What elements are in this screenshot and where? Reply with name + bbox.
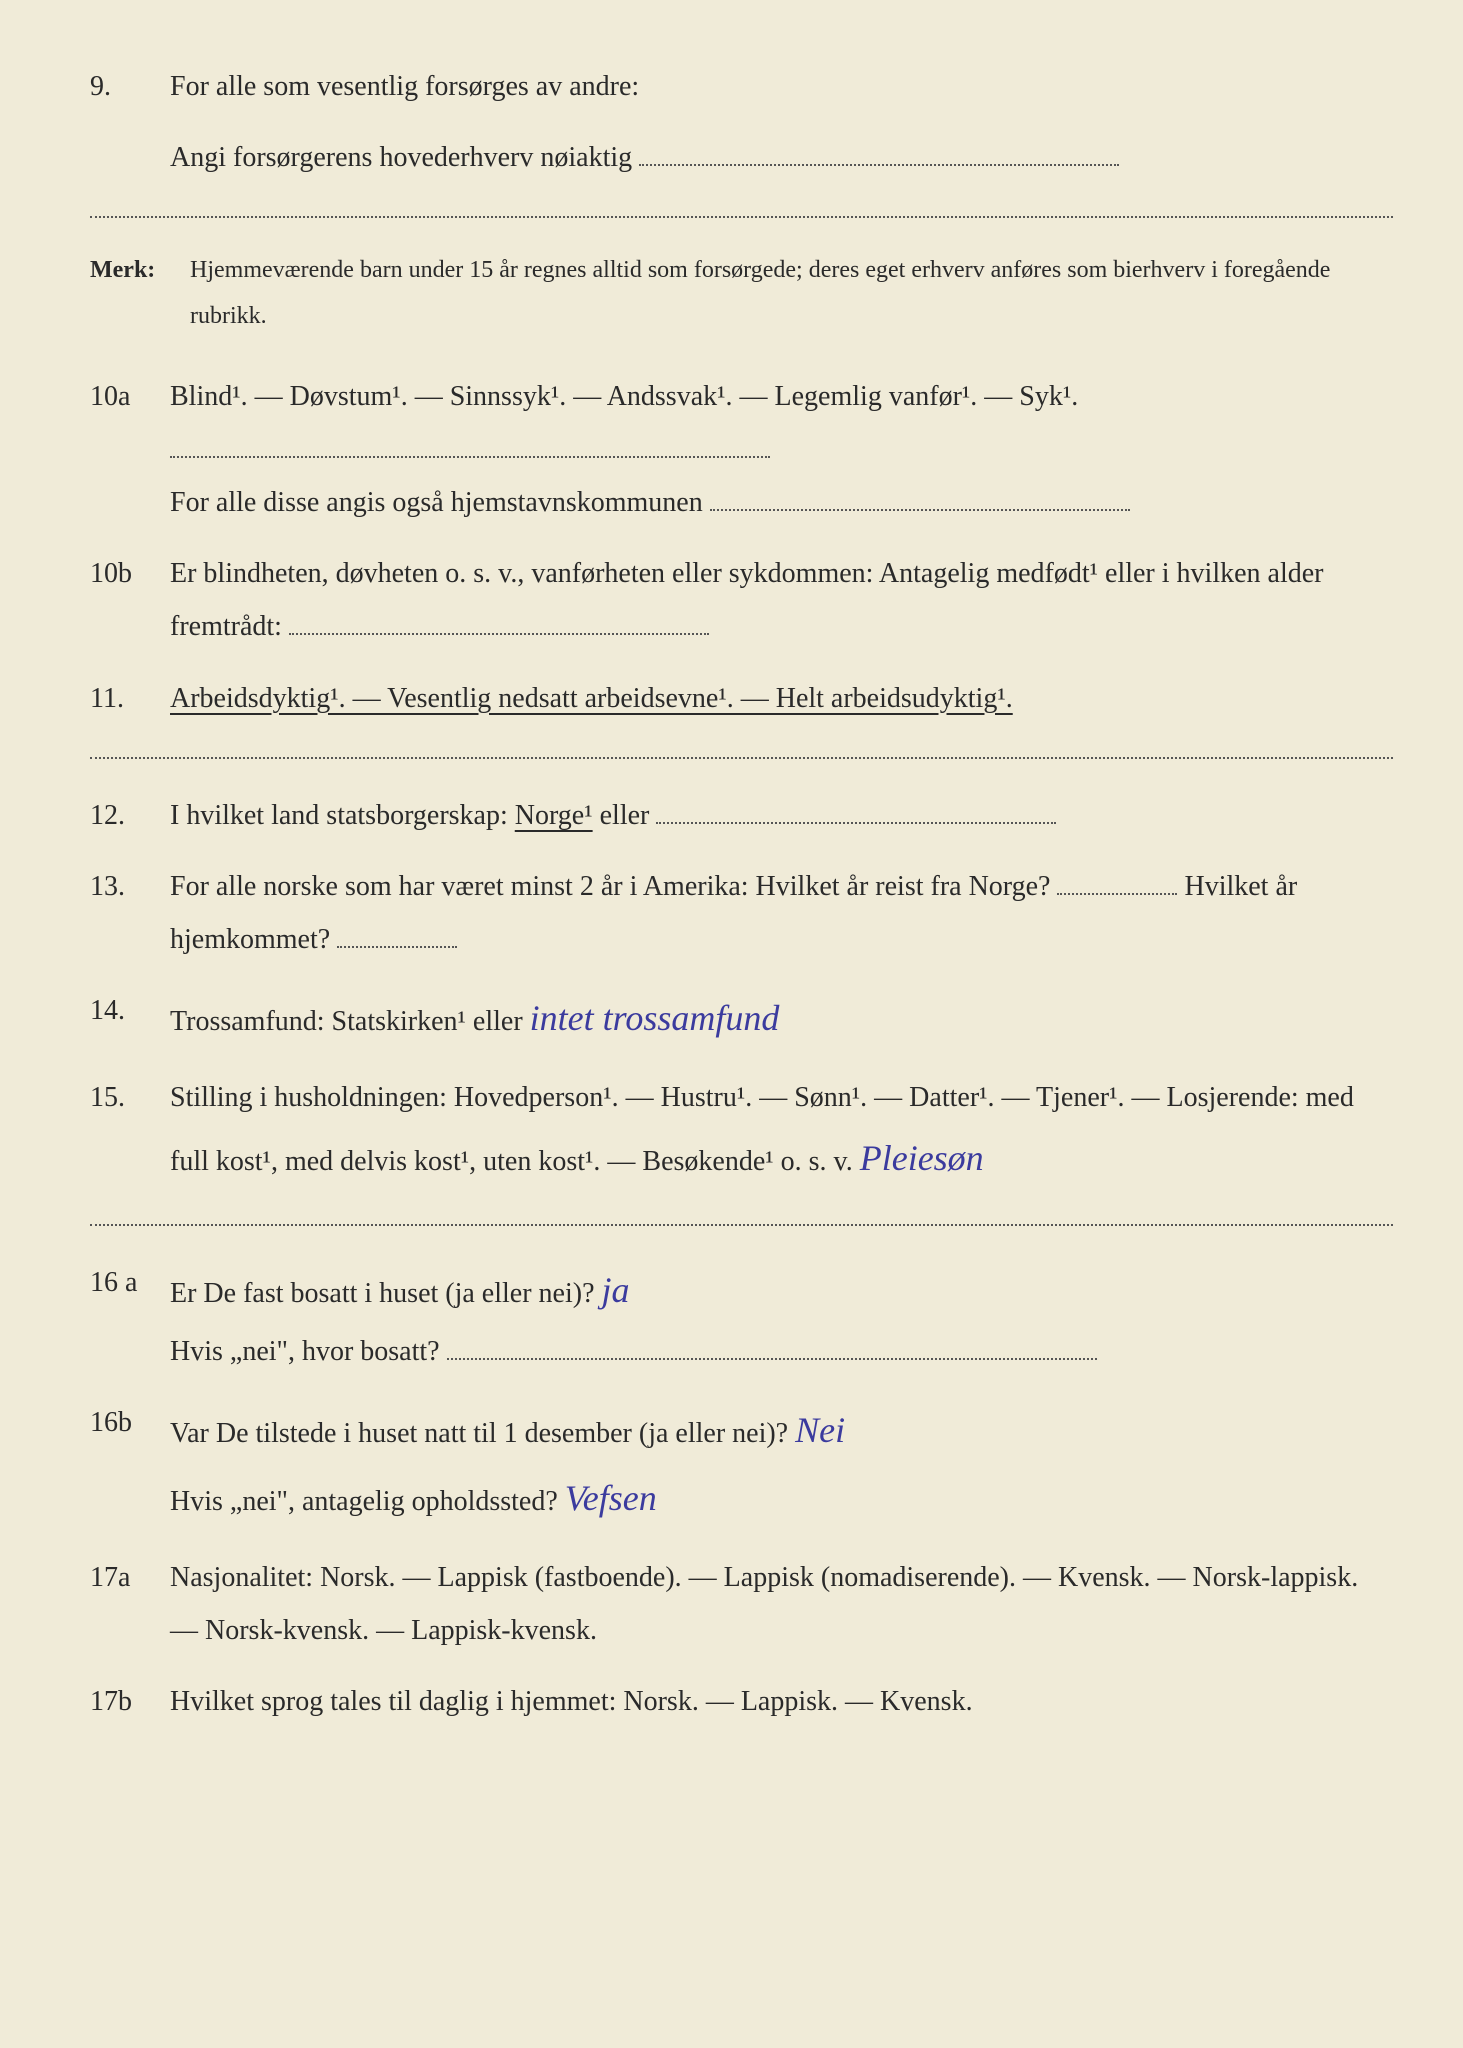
- q10a-blank2: [710, 509, 1130, 511]
- q16a-blank: [447, 1358, 1097, 1360]
- q14-text: Trossamfund: Statskirken¹ eller: [170, 1006, 523, 1037]
- q10a-content: Blind¹. — Døvstum¹. — Sinnssyk¹. — Andss…: [170, 370, 1393, 530]
- divider-3: [90, 1222, 1393, 1226]
- question-15: 15. Stilling i husholdningen: Hovedperso…: [90, 1071, 1393, 1193]
- merk-note: Merk: Hjemmeværende barn under 15 år reg…: [90, 248, 1393, 339]
- q15-number: 15.: [90, 1071, 170, 1124]
- q16b-number: 16b: [90, 1396, 170, 1449]
- q17a-content: Nasjonalitet: Norsk. — Lappisk (fastboen…: [170, 1551, 1393, 1657]
- q17b-content: Hvilket sprog tales til daglig i hjemmet…: [170, 1675, 1393, 1728]
- q13-number: 13.: [90, 860, 170, 913]
- q16a-content: Er De fast bosatt i huset (ja eller nei)…: [170, 1256, 1393, 1378]
- q15-content: Stilling i husholdningen: Hovedperson¹. …: [170, 1071, 1393, 1193]
- divider-2: [90, 755, 1393, 759]
- q10b-content: Er blindheten, døvheten o. s. v., vanfør…: [170, 547, 1393, 653]
- q16b-handwritten: Nei: [795, 1410, 845, 1450]
- q12-content: I hvilket land statsborgerskap: Norge¹ e…: [170, 789, 1393, 842]
- q12-blank: [656, 822, 1056, 824]
- q9-content: For alle som vesentlig forsørges av andr…: [170, 60, 1393, 113]
- q12-text1: I hvilket land statsborgerskap:: [170, 800, 508, 831]
- q16b-handwritten2: Vefsen: [565, 1478, 657, 1518]
- q13-blank1: [1057, 893, 1177, 895]
- q15-handwritten: Pleiesøn: [860, 1138, 984, 1178]
- q13-content: For alle norske som har været minst 2 år…: [170, 860, 1393, 966]
- q16a-line2: Hvis „nei", hvor bosatt?: [170, 1336, 440, 1367]
- q10b-blank: [289, 633, 709, 635]
- q14-number: 14.: [90, 984, 170, 1037]
- question-13: 13. For alle norske som har været minst …: [90, 860, 1393, 966]
- q16b-text: Var De tilstede i huset natt til 1 desem…: [170, 1418, 788, 1449]
- question-14: 14. Trossamfund: Statskirken¹ eller inte…: [90, 984, 1393, 1052]
- question-16b: 16b Var De tilstede i huset natt til 1 d…: [90, 1396, 1393, 1533]
- question-17b: 17b Hvilket sprog tales til daglig i hje…: [90, 1675, 1393, 1728]
- q9-line2: Angi forsørgerens hovederhverv nøiaktig: [170, 142, 632, 173]
- q11-text: Arbeidsdyktig¹. — Vesentlig nedsatt arbe…: [170, 683, 1013, 714]
- q10a-blank1: [170, 456, 770, 458]
- q13-text: For alle norske som har været minst 2 år…: [170, 871, 1050, 902]
- question-17a: 17a Nasjonalitet: Norsk. — Lappisk (fast…: [90, 1551, 1393, 1657]
- q10a-options: Blind¹. — Døvstum¹. — Sinnssyk¹. — Andss…: [170, 381, 1078, 412]
- q14-handwritten: intet trossamfund: [530, 998, 780, 1038]
- q9-line2-wrap: Angi forsørgerens hovederhverv nøiaktig: [170, 131, 1393, 184]
- q12-text2: eller: [600, 800, 650, 831]
- q16a-number: 16 a: [90, 1256, 170, 1309]
- merk-label: Merk:: [90, 248, 190, 339]
- q10a-line2: For alle disse angis også hjemstavnskomm…: [170, 487, 703, 518]
- question-16a: 16 a Er De fast bosatt i huset (ja eller…: [90, 1256, 1393, 1378]
- q11-number: 11.: [90, 672, 170, 725]
- question-9: 9. For alle som vesentlig forsørges av a…: [90, 60, 1393, 113]
- q9-line1: For alle som vesentlig forsørges av andr…: [170, 71, 639, 102]
- q16b-content: Var De tilstede i huset natt til 1 desem…: [170, 1396, 1393, 1533]
- q12-number: 12.: [90, 789, 170, 842]
- q16a-text: Er De fast bosatt i huset (ja eller nei)…: [170, 1278, 595, 1309]
- census-form-page: 9. For alle som vesentlig forsørges av a…: [0, 0, 1463, 1786]
- question-12: 12. I hvilket land statsborgerskap: Norg…: [90, 789, 1393, 842]
- q10a-number: 10a: [90, 370, 170, 423]
- divider-1: [90, 214, 1393, 218]
- merk-text: Hjemmeværende barn under 15 år regnes al…: [190, 248, 1393, 339]
- q9-blank: [639, 164, 1119, 166]
- q17b-text: Hvilket sprog tales til daglig i hjemmet…: [170, 1686, 973, 1717]
- q17a-number: 17a: [90, 1551, 170, 1604]
- question-11: 11. Arbeidsdyktig¹. — Vesentlig nedsatt …: [90, 672, 1393, 725]
- q13-blank2: [337, 946, 457, 948]
- q14-content: Trossamfund: Statskirken¹ eller intet tr…: [170, 984, 1393, 1052]
- q16a-handwritten: ja: [602, 1270, 630, 1310]
- q15-text: Stilling i husholdningen: Hovedperson¹. …: [170, 1082, 1354, 1177]
- question-10a: 10a Blind¹. — Døvstum¹. — Sinnssyk¹. — A…: [90, 370, 1393, 530]
- q10b-text: Er blindheten, døvheten o. s. v., vanfør…: [170, 558, 1323, 642]
- q9-number: 9.: [90, 60, 170, 113]
- q16b-line2: Hvis „nei", antagelig opholdssted?: [170, 1486, 558, 1517]
- q17b-number: 17b: [90, 1675, 170, 1728]
- question-10b: 10b Er blindheten, døvheten o. s. v., va…: [90, 547, 1393, 653]
- q10b-number: 10b: [90, 547, 170, 600]
- q12-underlined: Norge¹: [515, 800, 593, 831]
- q11-content: Arbeidsdyktig¹. — Vesentlig nedsatt arbe…: [170, 672, 1393, 725]
- q17a-text: Nasjonalitet: Norsk. — Lappisk (fastboen…: [170, 1562, 1358, 1646]
